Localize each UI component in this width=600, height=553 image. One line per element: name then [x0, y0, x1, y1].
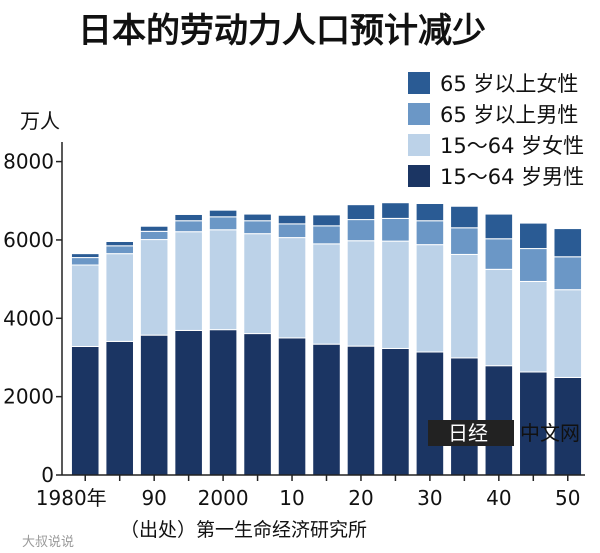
bar-segment: [381, 347, 410, 476]
bar-segment: [553, 289, 583, 378]
bar-segment: [70, 346, 100, 476]
logo-mark-box: [428, 420, 514, 446]
bar-segment: [277, 337, 307, 476]
bar-segment: [105, 253, 134, 342]
bar-segment: [415, 220, 445, 246]
bar-segment: [450, 357, 479, 476]
bar-segment: [70, 264, 100, 348]
bar-segment: [381, 202, 410, 219]
bar-segment: [519, 222, 548, 250]
bar-segment: [139, 239, 169, 336]
bar-segment: [174, 329, 203, 476]
legend-label: 15～64 岁女性: [440, 134, 584, 158]
bar-segment: [277, 237, 307, 339]
bar-segment: [484, 238, 514, 270]
bar-segment: [208, 216, 238, 231]
bar-segment: [70, 253, 100, 259]
bar-segment: [243, 233, 272, 335]
y-tick-label: 6000: [3, 228, 54, 252]
chart-title: 日本的劳动力人口预计减少: [78, 11, 486, 51]
bar-segment: [139, 230, 169, 241]
legend-swatch: [408, 134, 430, 156]
y-axis: 0 2000 4000 6000 8000: [3, 150, 62, 487]
bar-segment: [519, 280, 548, 373]
bar-segment: [105, 245, 134, 255]
bar-segment: [553, 256, 583, 291]
bar-segment: [139, 334, 169, 476]
legend-swatch: [408, 165, 430, 187]
x-tick-label: 50: [555, 486, 580, 510]
bar-segment: [105, 241, 134, 247]
bar-segment: [450, 253, 479, 359]
legend-label: 65 岁以上男性: [440, 103, 578, 127]
y-tick-label: 4000: [3, 306, 54, 330]
bar-segment: [484, 213, 514, 240]
nikkei-logo: 日经 中文网: [428, 420, 580, 446]
y-axis-unit: 万人: [20, 109, 60, 133]
legend: 65 岁以上女性 65 岁以上男性 15～64 岁女性 15～64 岁男性: [408, 72, 584, 189]
bar-segment: [346, 204, 376, 221]
bar-segment: [381, 240, 410, 349]
bar-segment: [346, 345, 376, 476]
bars: [70, 202, 583, 476]
y-tick-label: 0: [41, 463, 54, 487]
bar-segment: [312, 243, 341, 345]
bar-segment: [70, 257, 100, 266]
bar-segment: [277, 223, 307, 239]
bar-segment: [312, 225, 341, 245]
y-tick-label: 2000: [3, 385, 54, 409]
bar-segment: [208, 329, 238, 476]
legend-label: 65 岁以上女性: [440, 72, 578, 96]
bar-segment: [105, 340, 134, 476]
bar-segment: [450, 205, 479, 229]
x-tick-label: 90: [141, 486, 166, 510]
bar-segment: [381, 217, 410, 242]
logo-text: 中文网: [520, 421, 580, 445]
bar-segment: [174, 220, 203, 233]
logo-mark: 日经: [448, 421, 488, 445]
watermark: 大叔说说: [22, 535, 74, 550]
bar-segment: [139, 225, 169, 232]
bar-segment: [415, 203, 445, 222]
bar-segment: [277, 214, 307, 225]
bar-segment: [346, 240, 376, 347]
x-tick-label: 10: [279, 486, 304, 510]
x-tick-label: 1980年: [36, 486, 107, 510]
x-tick-label: 2000: [198, 486, 249, 510]
x-tick-label: 30: [417, 486, 442, 510]
y-tick-label: 8000: [3, 150, 54, 174]
bar-segment: [415, 351, 445, 476]
bar-segment: [553, 228, 583, 258]
bar-segment: [484, 268, 514, 367]
source-note: （出处）第一生命经济研究所: [120, 519, 367, 541]
x-tick-label: 20: [348, 486, 373, 510]
legend-swatch: [408, 103, 430, 125]
bar-segment: [312, 214, 341, 227]
bar-segment: [312, 343, 341, 476]
bar-segment: [450, 227, 479, 255]
x-axis: 1980年 90 2000 10 20 30 40 50: [36, 475, 580, 510]
bar-segment: [243, 213, 272, 222]
bar-segment: [208, 209, 238, 218]
legend-label: 15～64 岁男性: [440, 165, 584, 189]
bar-segment: [174, 231, 203, 331]
bar-segment: [174, 213, 203, 222]
bar-segment: [415, 244, 445, 353]
bar-segment: [243, 333, 272, 476]
bar-segment: [208, 229, 238, 331]
bar-segment: [243, 220, 272, 235]
x-tick-label: 40: [486, 486, 511, 510]
legend-swatch: [408, 72, 430, 94]
bar-segment: [346, 219, 376, 242]
bar-segment: [519, 248, 548, 282]
